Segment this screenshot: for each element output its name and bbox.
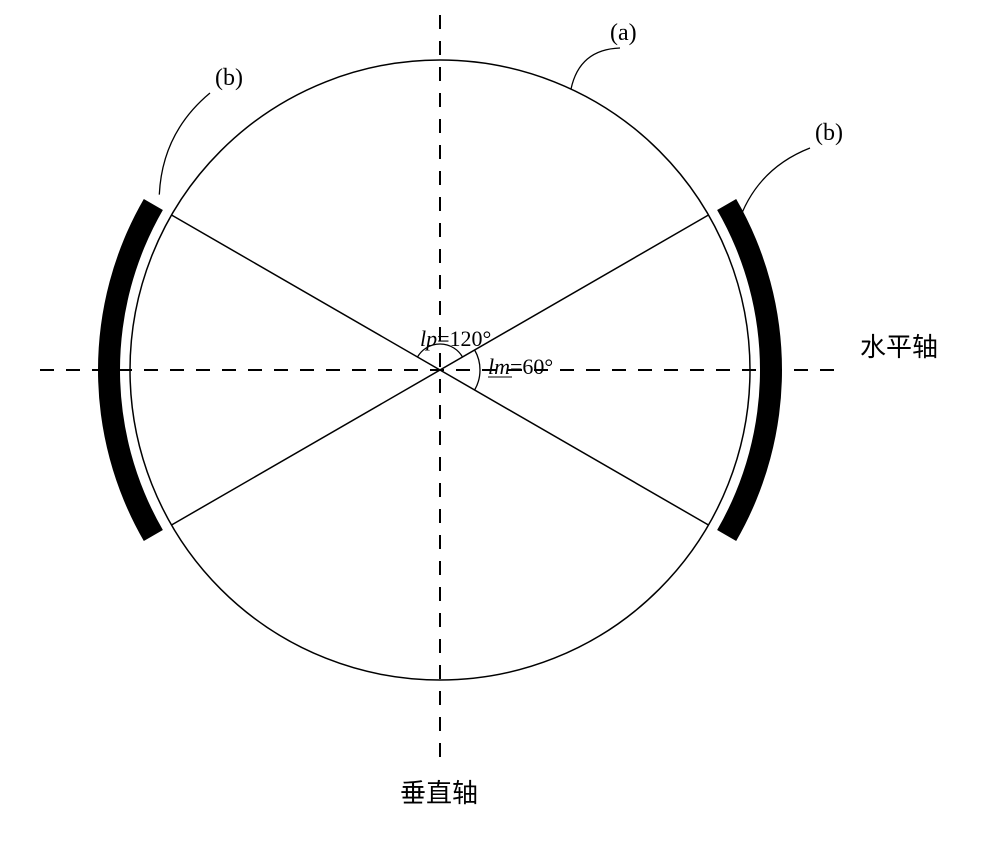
callout-a-leader (571, 48, 620, 89)
callout-b-left-leader (159, 93, 210, 195)
callout-b-left-label: (b) (215, 65, 243, 91)
lp-angle-label: lp=120° (420, 326, 491, 351)
callout-b-right-label: (b) (815, 120, 843, 146)
callout-a-label: (a) (610, 20, 637, 46)
vertical-axis-label: 垂直轴 (400, 779, 478, 808)
lm-angle-arc (475, 350, 480, 390)
callout-b-right-leader (738, 148, 810, 225)
lm-angle-label: lm=60° (488, 354, 553, 379)
horizontal-axis-label: 水平轴 (860, 333, 938, 362)
